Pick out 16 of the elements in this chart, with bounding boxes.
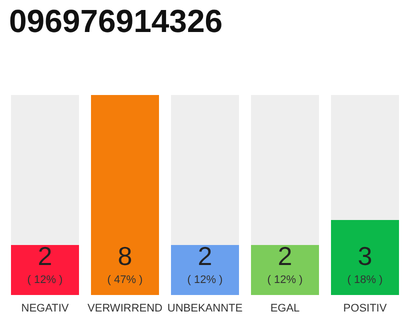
data-label: 2	[38, 241, 52, 271]
x-tick-label: EGAL	[270, 302, 300, 314]
data-label: 2	[278, 241, 292, 271]
data-label: 3	[358, 241, 372, 271]
x-tick-label: POSITIV	[343, 302, 388, 314]
x-tick-label: NEGATIV	[21, 302, 70, 314]
data-label: 8	[118, 241, 132, 271]
annotation: ( 18% )	[347, 274, 383, 286]
annotation: ( 12% )	[267, 274, 303, 286]
x-tick-label: UNBEKANNTE	[167, 302, 243, 314]
annotation: ( 47% )	[107, 274, 143, 286]
data-label: 2	[198, 241, 212, 271]
annotation: ( 12% )	[187, 274, 223, 286]
annotation: ( 12% )	[27, 274, 63, 286]
x-tick-label: VERWIRREND	[88, 302, 163, 314]
chart-title: 096976914326	[9, 3, 223, 39]
